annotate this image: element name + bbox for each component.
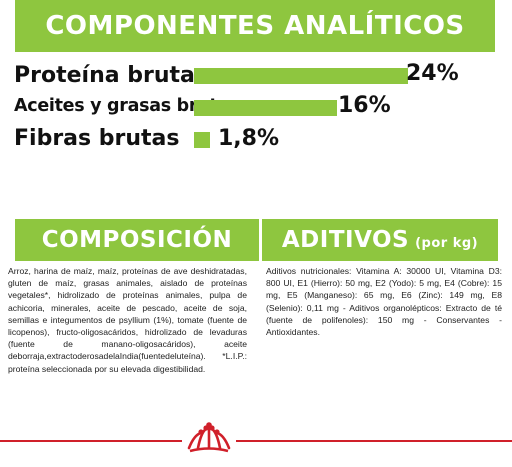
footer-red-line-right xyxy=(236,440,512,442)
analytics-label: Fibras brutas xyxy=(14,126,180,151)
additives-title-suffix: (por kg) xyxy=(415,235,479,251)
analytics-header: COMPONENTES ANALÍTICOS xyxy=(15,0,495,52)
analytics-bar xyxy=(194,100,337,116)
analytics-label: Aceites y grasas brutos xyxy=(14,96,240,116)
composition-text: Arroz, harina de maíz, maíz, proteínas d… xyxy=(8,266,247,374)
footer-red-line-left xyxy=(0,440,182,442)
additives-header: ADITIVOS (por kg) xyxy=(262,219,498,261)
analytics-bar xyxy=(194,132,211,148)
analytics-label: Proteína bruta xyxy=(14,63,195,88)
analytics-row-fat: Aceites y grasas brutos 16% xyxy=(14,93,504,124)
additives-title: ADITIVOS xyxy=(281,227,410,253)
analytics-row-fiber: Fibras brutas 1,8% xyxy=(14,126,504,156)
analytics-percent: 1,8% xyxy=(218,126,280,151)
additives-text: Aditivos nutricionales: Vitamina A: 3000… xyxy=(266,266,502,338)
analytics-row-protein: Proteína bruta 24% xyxy=(14,61,504,93)
analytics-bar xyxy=(194,68,408,84)
analytics-title: COMPONENTES ANALÍTICOS xyxy=(45,11,465,41)
composition-title: COMPOSICIÓN xyxy=(41,227,233,253)
analytics-percent: 24% xyxy=(406,61,459,86)
analytics-percent: 16% xyxy=(338,93,391,118)
royal-canin-crown-icon xyxy=(187,422,231,453)
composition-header: COMPOSICIÓN xyxy=(15,219,259,261)
